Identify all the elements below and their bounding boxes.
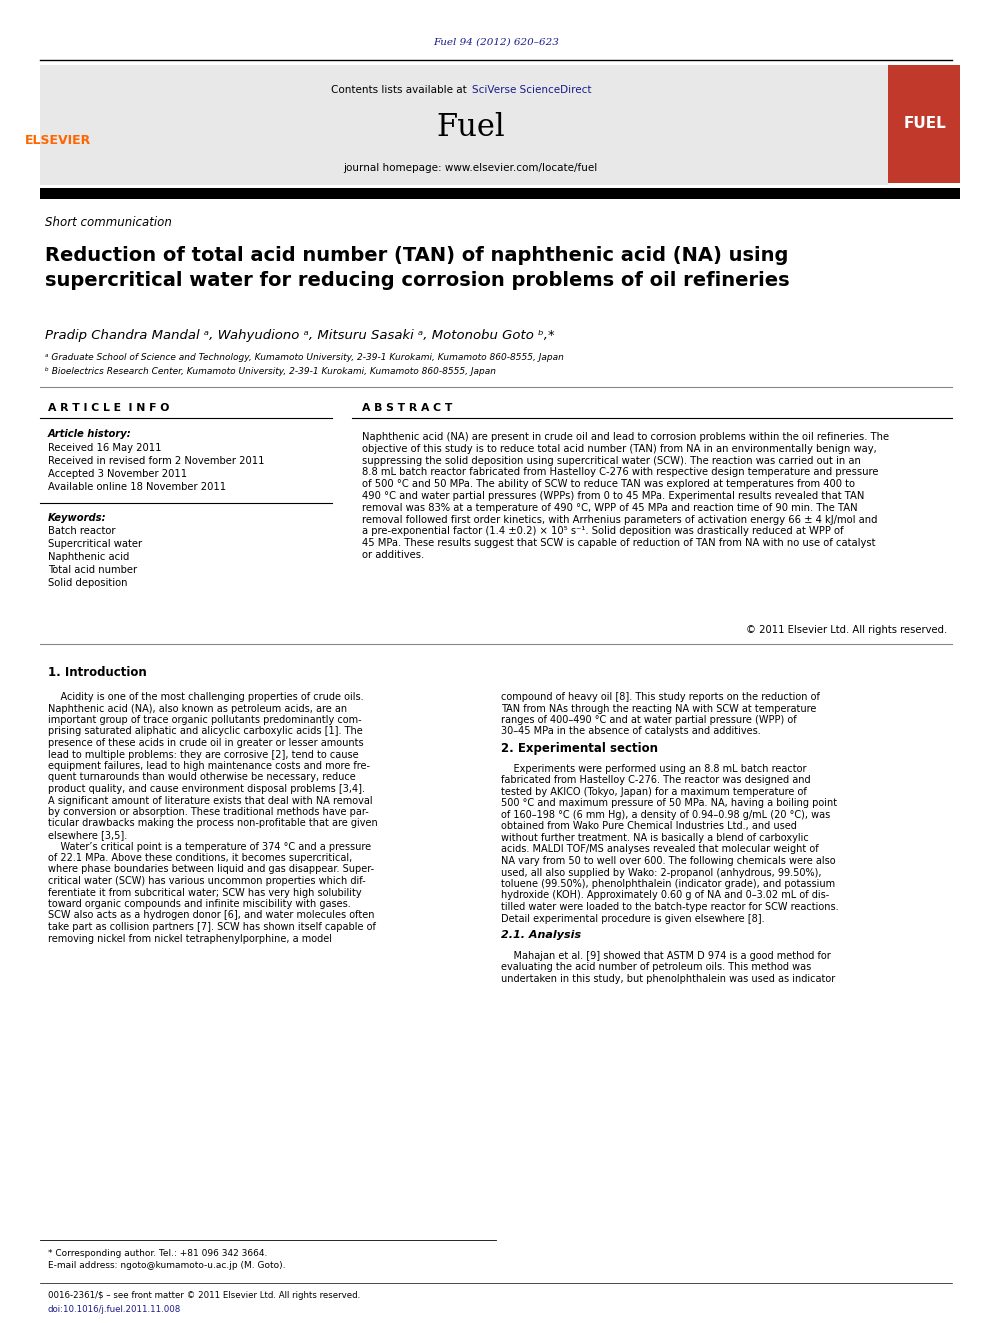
Text: 8.8 mL batch reactor fabricated from Hastelloy C-276 with respective design temp: 8.8 mL batch reactor fabricated from Has…: [362, 467, 879, 478]
Text: fabricated from Hastelloy C-276. The reactor was designed and: fabricated from Hastelloy C-276. The rea…: [501, 775, 810, 786]
Text: Pradip Chandra Mandal ᵃ, Wahyudiono ᵃ, Mitsuru Sasaki ᵃ, Motonobu Goto ᵇ,*: Pradip Chandra Mandal ᵃ, Wahyudiono ᵃ, M…: [45, 328, 555, 341]
Text: acids. MALDI TOF/MS analyses revealed that molecular weight of: acids. MALDI TOF/MS analyses revealed th…: [501, 844, 818, 855]
FancyBboxPatch shape: [40, 65, 888, 185]
Text: Fuel 94 (2012) 620–623: Fuel 94 (2012) 620–623: [434, 37, 558, 46]
Text: tilled water were loaded to the batch-type reactor for SCW reactions.: tilled water were loaded to the batch-ty…: [501, 902, 838, 912]
Text: 2.1. Analysis: 2.1. Analysis: [501, 930, 581, 941]
Text: ferentiate it from subcritical water; SCW has very high solubility: ferentiate it from subcritical water; SC…: [48, 888, 361, 897]
Text: objective of this study is to reduce total acid number (TAN) from NA in an envir: objective of this study is to reduce tot…: [362, 443, 877, 454]
Text: Contents lists available at: Contents lists available at: [331, 85, 470, 95]
Text: NA vary from 50 to well over 600. The following chemicals were also: NA vary from 50 to well over 600. The fo…: [501, 856, 835, 867]
Text: take part as collision partners [7]. SCW has shown itself capable of: take part as collision partners [7]. SCW…: [48, 922, 376, 931]
Text: Mahajan et al. [9] showed that ASTM D 974 is a good method for: Mahajan et al. [9] showed that ASTM D 97…: [501, 951, 830, 960]
Text: journal homepage: www.elsevier.com/locate/fuel: journal homepage: www.elsevier.com/locat…: [343, 163, 597, 173]
Text: E-mail address: ngoto@kumamoto-u.ac.jp (M. Goto).: E-mail address: ngoto@kumamoto-u.ac.jp (…: [48, 1262, 285, 1270]
Text: important group of trace organic pollutants predominantly com-: important group of trace organic polluta…: [48, 714, 361, 725]
Text: * Corresponding author. Tel.: +81 096 342 3664.: * Corresponding author. Tel.: +81 096 34…: [48, 1249, 267, 1257]
Text: FUEL: FUEL: [903, 116, 946, 131]
Text: Short communication: Short communication: [45, 216, 172, 229]
Text: of 22.1 MPa. Above these conditions, it becomes supercritical,: of 22.1 MPa. Above these conditions, it …: [48, 853, 352, 863]
Text: ELSEVIER: ELSEVIER: [25, 134, 91, 147]
Text: Supercritical water: Supercritical water: [48, 538, 142, 549]
Text: obtained from Wako Pure Chemical Industries Ltd., and used: obtained from Wako Pure Chemical Industr…: [501, 822, 797, 831]
Text: Total acid number: Total acid number: [48, 565, 137, 576]
Text: used, all also supplied by Wako: 2-propanol (anhydrous, 99.50%),: used, all also supplied by Wako: 2-propa…: [501, 868, 821, 877]
Text: Solid deposition: Solid deposition: [48, 578, 127, 587]
Text: ranges of 400–490 °C and at water partial pressure (WPP) of: ranges of 400–490 °C and at water partia…: [501, 714, 797, 725]
Text: 490 °C and water partial pressures (WPPs) from 0 to 45 MPa. Experimental results: 490 °C and water partial pressures (WPPs…: [362, 491, 864, 501]
Text: of 160–198 °C (6 mm Hg), a density of 0.94–0.98 g/mL (20 °C), was: of 160–198 °C (6 mm Hg), a density of 0.…: [501, 810, 830, 820]
Text: lead to multiple problems: they are corrosive [2], tend to cause: lead to multiple problems: they are corr…: [48, 750, 358, 759]
Text: A B S T R A C T: A B S T R A C T: [362, 404, 452, 413]
Text: quent turnarounds than would otherwise be necessary, reduce: quent turnarounds than would otherwise b…: [48, 773, 355, 782]
Text: Received in revised form 2 November 2011: Received in revised form 2 November 2011: [48, 456, 264, 466]
Text: doi:10.1016/j.fuel.2011.11.008: doi:10.1016/j.fuel.2011.11.008: [48, 1304, 181, 1314]
Text: TAN from NAs through the reacting NA with SCW at temperature: TAN from NAs through the reacting NA wit…: [501, 704, 816, 713]
Text: removal followed first order kinetics, with Arrhenius parameters of activation e: removal followed first order kinetics, w…: [362, 515, 878, 525]
Text: 2. Experimental section: 2. Experimental section: [501, 741, 658, 754]
Text: ticular drawbacks making the process non-profitable that are given: ticular drawbacks making the process non…: [48, 819, 377, 828]
Text: Accepted 3 November 2011: Accepted 3 November 2011: [48, 468, 186, 479]
Text: where phase boundaries between liquid and gas disappear. Super-: where phase boundaries between liquid an…: [48, 864, 374, 875]
Text: 0016-2361/$ – see front matter © 2011 Elsevier Ltd. All rights reserved.: 0016-2361/$ – see front matter © 2011 El…: [48, 1291, 360, 1301]
Text: Available online 18 November 2011: Available online 18 November 2011: [48, 482, 226, 492]
Text: Naphthenic acid (NA) are present in crude oil and lead to corrosion problems wit: Naphthenic acid (NA) are present in crud…: [362, 433, 889, 442]
Text: prising saturated aliphatic and alicyclic carboxylic acids [1]. The: prising saturated aliphatic and alicycli…: [48, 726, 362, 737]
Text: ᵃ Graduate School of Science and Technology, Kumamoto University, 2-39-1 Kurokam: ᵃ Graduate School of Science and Technol…: [45, 353, 563, 363]
Text: A R T I C L E  I N F O: A R T I C L E I N F O: [48, 404, 169, 413]
FancyBboxPatch shape: [40, 188, 960, 198]
Text: Naphthenic acid (NA), also known as petroleum acids, are an: Naphthenic acid (NA), also known as petr…: [48, 704, 347, 713]
Text: of 500 °C and 50 MPa. The ability of SCW to reduce TAN was explored at temperatu: of 500 °C and 50 MPa. The ability of SCW…: [362, 479, 855, 490]
Text: SCW also acts as a hydrogen donor [6], and water molecules often: SCW also acts as a hydrogen donor [6], a…: [48, 910, 374, 921]
Text: 1. Introduction: 1. Introduction: [48, 665, 147, 679]
Text: evaluating the acid number of petroleum oils. This method was: evaluating the acid number of petroleum …: [501, 963, 811, 972]
Text: toward organic compounds and infinite miscibility with gases.: toward organic compounds and infinite mi…: [48, 900, 350, 909]
Text: hydroxide (KOH). Approximately 0.60 g of NA and 0–3.02 mL of dis-: hydroxide (KOH). Approximately 0.60 g of…: [501, 890, 829, 901]
Text: compound of heavy oil [8]. This study reports on the reduction of: compound of heavy oil [8]. This study re…: [501, 692, 819, 703]
Text: Acidity is one of the most challenging properties of crude oils.: Acidity is one of the most challenging p…: [48, 692, 363, 703]
Text: product quality, and cause environment disposal problems [3,4].: product quality, and cause environment d…: [48, 785, 365, 794]
Text: critical water (SCW) has various uncommon properties which dif-: critical water (SCW) has various uncommo…: [48, 876, 365, 886]
Text: Naphthenic acid: Naphthenic acid: [48, 552, 129, 562]
Text: presence of these acids in crude oil in greater or lesser amounts: presence of these acids in crude oil in …: [48, 738, 363, 747]
Text: 500 °C and maximum pressure of 50 MPa. NA, having a boiling point: 500 °C and maximum pressure of 50 MPa. N…: [501, 799, 837, 808]
Text: Received 16 May 2011: Received 16 May 2011: [48, 443, 161, 452]
Text: without further treatment. NA is basically a blend of carboxylic: without further treatment. NA is basical…: [501, 833, 808, 843]
Text: Fuel: Fuel: [435, 112, 505, 143]
Text: removing nickel from nickel tetraphenylporphine, a model: removing nickel from nickel tetraphenylp…: [48, 934, 331, 943]
Text: A significant amount of literature exists that deal with NA removal: A significant amount of literature exist…: [48, 795, 372, 806]
Text: by conversion or absorption. These traditional methods have par-: by conversion or absorption. These tradi…: [48, 807, 368, 818]
Text: 30–45 MPa in the absence of catalysts and additives.: 30–45 MPa in the absence of catalysts an…: [501, 726, 761, 737]
Text: Article history:: Article history:: [48, 429, 131, 439]
Text: suppressing the solid deposition using supercritical water (SCW). The reaction w: suppressing the solid deposition using s…: [362, 455, 861, 466]
Text: removal was 83% at a temperature of 490 °C, WPP of 45 MPa and reaction time of 9: removal was 83% at a temperature of 490 …: [362, 503, 858, 513]
Text: toluene (99.50%), phenolphthalein (indicator grade), and potassium: toluene (99.50%), phenolphthalein (indic…: [501, 878, 835, 889]
Text: Water’s critical point is a temperature of 374 °C and a pressure: Water’s critical point is a temperature …: [48, 841, 371, 852]
Text: Batch reactor: Batch reactor: [48, 527, 115, 536]
Text: Reduction of total acid number (TAN) of naphthenic acid (NA) using
supercritical: Reduction of total acid number (TAN) of …: [45, 246, 790, 290]
Text: 45 MPa. These results suggest that SCW is capable of reduction of TAN from NA wi: 45 MPa. These results suggest that SCW i…: [362, 538, 876, 548]
Text: © 2011 Elsevier Ltd. All rights reserved.: © 2011 Elsevier Ltd. All rights reserved…: [746, 624, 947, 635]
Text: a pre-exponential factor (1.4 ±0.2) × 10⁵ s⁻¹. Solid deposition was drastically : a pre-exponential factor (1.4 ±0.2) × 10…: [362, 527, 844, 536]
Text: ᵇ Bioelectrics Research Center, Kumamoto University, 2-39-1 Kurokami, Kumamoto 8: ᵇ Bioelectrics Research Center, Kumamoto…: [45, 366, 496, 376]
Text: or additives.: or additives.: [362, 550, 425, 560]
Text: Detail experimental procedure is given elsewhere [8].: Detail experimental procedure is given e…: [501, 913, 765, 923]
Text: Experiments were performed using an 8.8 mL batch reactor: Experiments were performed using an 8.8 …: [501, 763, 806, 774]
Text: undertaken in this study, but phenolphthalein was used as indicator: undertaken in this study, but phenolphth…: [501, 974, 835, 984]
Text: elsewhere [3,5].: elsewhere [3,5].: [48, 830, 127, 840]
Text: tested by AKICO (Tokyo, Japan) for a maximum temperature of: tested by AKICO (Tokyo, Japan) for a max…: [501, 787, 806, 796]
FancyBboxPatch shape: [888, 65, 960, 183]
Text: SciVerse ScienceDirect: SciVerse ScienceDirect: [472, 85, 591, 95]
Text: Keywords:: Keywords:: [48, 513, 106, 523]
Text: equipment failures, lead to high maintenance costs and more fre-: equipment failures, lead to high mainten…: [48, 761, 370, 771]
